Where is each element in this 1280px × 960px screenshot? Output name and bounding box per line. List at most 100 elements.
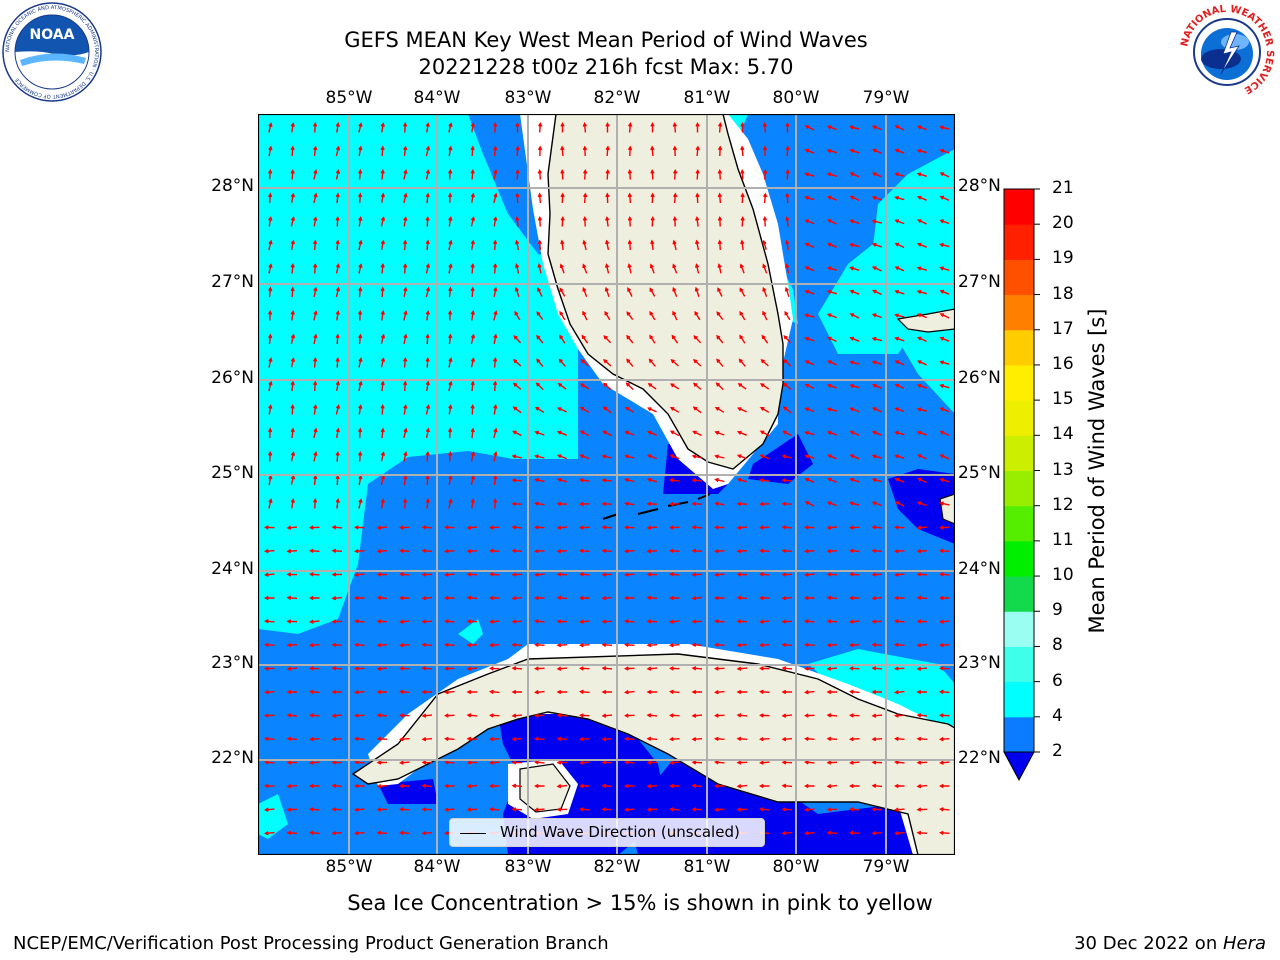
wave-direction-arrow <box>290 357 296 368</box>
wave-direction-arrow <box>511 596 523 601</box>
wave-direction-arrow <box>627 145 633 157</box>
wave-direction-arrow <box>894 313 905 318</box>
wave-direction-arrow <box>781 619 793 624</box>
wave-direction-arrow <box>695 122 700 133</box>
lat-label-left: 27°N <box>211 272 254 292</box>
wave-direction-arrow <box>556 595 568 600</box>
wave-direction-arrow <box>894 407 905 413</box>
wave-direction-arrow <box>403 239 408 251</box>
wave-direction-arrow <box>335 286 341 298</box>
wave-direction-arrow <box>448 404 453 415</box>
wave-direction-arrow <box>559 287 566 297</box>
wave-direction-arrow <box>804 736 815 741</box>
wave-direction-arrow <box>784 286 790 298</box>
wave-direction-arrow <box>399 666 410 671</box>
colorbar-tick-label: 10 <box>1052 565 1074 586</box>
wave-direction-arrow <box>331 548 343 553</box>
wave-direction-arrow <box>716 334 724 344</box>
wave-direction-arrow <box>448 451 453 462</box>
wave-direction-arrow <box>826 430 838 436</box>
wave-direction-arrow <box>736 807 748 812</box>
wave-direction-arrow <box>605 216 610 227</box>
wave-direction-arrow <box>312 498 318 509</box>
wave-direction-arrow <box>872 148 882 155</box>
wave-direction-arrow <box>313 357 318 368</box>
wave-direction-arrow <box>380 145 385 157</box>
wave-direction-arrow <box>646 477 657 483</box>
wave-direction-arrow <box>358 498 363 509</box>
wave-direction-arrow <box>290 498 295 509</box>
wave-direction-arrow <box>759 501 770 507</box>
wave-direction-arrow <box>669 430 680 437</box>
wave-direction-arrow <box>804 383 815 390</box>
wave-direction-arrow <box>624 430 635 436</box>
wave-direction-arrow <box>736 713 748 718</box>
wave-direction-arrow <box>894 549 905 554</box>
wave-direction-arrow <box>264 831 275 836</box>
wave-direction-arrow <box>286 689 297 695</box>
wave-direction-arrow <box>399 619 410 624</box>
wave-direction-arrow <box>669 383 680 390</box>
wave-direction-arrow <box>939 148 950 154</box>
lat-label-right: 22°N <box>958 748 1001 768</box>
wave-direction-arrow <box>535 382 544 391</box>
wave-direction-arrow <box>556 643 568 648</box>
wave-direction-arrow <box>268 239 273 251</box>
wave-direction-arrow <box>849 383 860 389</box>
wave-direction-arrow <box>759 548 770 553</box>
wave-direction-arrow <box>849 125 860 130</box>
wave-direction-arrow <box>313 169 318 180</box>
wave-direction-arrow <box>466 807 478 812</box>
colorbar-tick-label: 17 <box>1052 318 1074 339</box>
wave-direction-arrow <box>448 192 453 204</box>
wave-direction-arrow <box>579 643 590 648</box>
wave-direction-arrow <box>313 380 318 392</box>
wave-direction-arrow <box>691 548 703 553</box>
nws-logo: NATIONAL WEATHER SERVICE <box>1179 4 1275 100</box>
wave-direction-arrow <box>489 572 500 577</box>
wave-direction-arrow <box>601 642 613 647</box>
wave-direction-arrow <box>691 666 703 671</box>
wave-direction-arrow <box>894 736 905 741</box>
wave-direction-arrow <box>489 525 500 530</box>
wave-direction-arrow <box>470 239 475 251</box>
lon-label-top: 84°W <box>413 88 461 108</box>
wave-direction-arrow <box>714 595 725 601</box>
wave-direction-arrow <box>448 216 453 227</box>
svg-text:NOAA: NOAA <box>30 27 75 43</box>
wave-direction-arrow <box>849 783 860 789</box>
wave-direction-arrow <box>489 595 500 601</box>
wave-direction-arrow <box>309 830 320 835</box>
wave-direction-arrow <box>624 595 635 601</box>
wave-direction-arrow <box>601 548 613 553</box>
wave-direction-arrow <box>331 689 342 695</box>
wave-direction-arrow <box>849 219 860 225</box>
period-lt-2-region <box>888 469 955 544</box>
wave-direction-arrow <box>448 474 453 486</box>
wave-direction-arrow <box>290 286 295 298</box>
wave-direction-arrow <box>626 334 634 344</box>
wave-direction-arrow <box>646 736 658 741</box>
colorbar-tick-label: 16 <box>1052 353 1074 374</box>
wave-direction-arrow <box>309 525 320 530</box>
wave-direction-arrow <box>871 548 883 553</box>
wave-direction-arrow <box>804 195 815 201</box>
wave-direction-arrow <box>403 192 408 204</box>
wave-direction-arrow <box>826 830 838 835</box>
wave-direction-arrow <box>939 289 950 295</box>
wave-direction-arrow <box>290 239 295 251</box>
wave-direction-arrow <box>556 525 568 530</box>
wave-direction-arrow <box>717 287 723 297</box>
wave-direction-arrow <box>691 478 703 483</box>
wave-direction-arrow <box>916 125 927 131</box>
wave-direction-arrow <box>871 242 883 248</box>
wave-direction-arrow <box>714 549 725 554</box>
wave-direction-arrow <box>376 784 388 789</box>
wave-direction-arrow <box>331 619 343 624</box>
wave-direction-arrow <box>444 736 455 741</box>
wave-direction-arrow <box>312 122 318 133</box>
wave-direction-arrow <box>331 831 343 836</box>
colorbar-tick-label: 4 <box>1052 705 1063 726</box>
wave-direction-arrow <box>399 525 410 530</box>
wave-direction-arrow <box>762 122 767 133</box>
